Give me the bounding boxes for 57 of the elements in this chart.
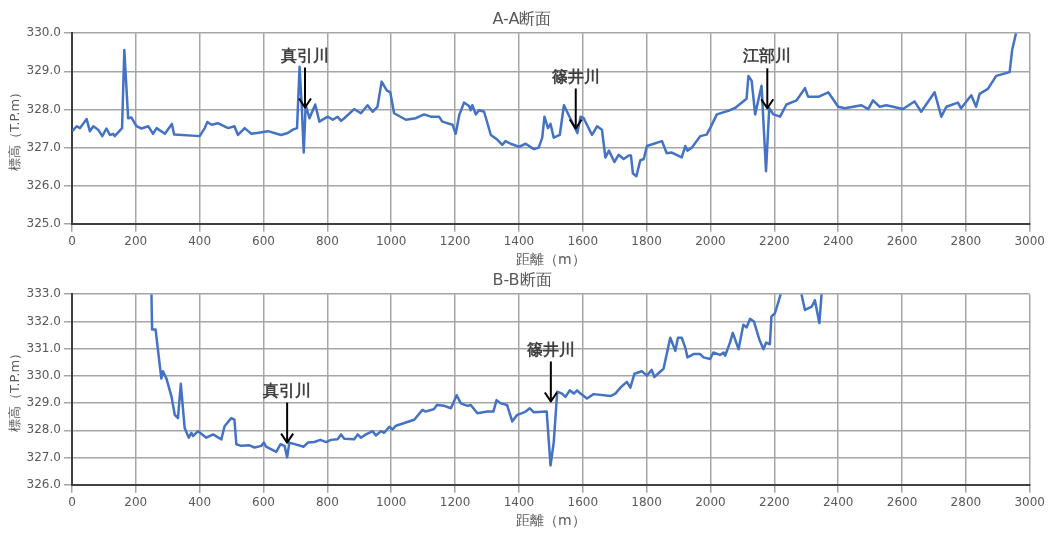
x-tick-label: 2200 [759, 495, 790, 510]
x-tick-label: 200 [124, 234, 148, 249]
chart-title: B-B断面 [492, 269, 552, 289]
x-tick-label: 0 [68, 234, 76, 249]
x-tick-label: 2600 [886, 234, 918, 249]
y-tick-label: 327.0 [26, 139, 61, 154]
x-tick-label: 1600 [567, 234, 599, 249]
x-tick-label: 1600 [567, 495, 599, 510]
y-tick-label: 325.0 [26, 215, 61, 230]
y-tick-label: 332.0 [26, 313, 61, 328]
x-tick-label: 2800 [950, 495, 982, 510]
x-tick-label: 2200 [759, 234, 790, 249]
x-tick-label: 600 [252, 495, 275, 510]
x-axis-title: 距離（m） [516, 512, 586, 529]
y-axis-title: 標高（T.P.m） [7, 85, 23, 172]
x-tick-label: 1800 [631, 234, 662, 249]
annotation: 真引川 [280, 45, 330, 65]
y-axis-title: 標高（T.P.m） [7, 346, 23, 433]
x-axis-title: 距離（m） [516, 251, 586, 268]
x-tick-label: 2400 [822, 495, 854, 510]
annotation: 篠井川 [525, 339, 575, 359]
x-tick-label: 1200 [439, 234, 471, 249]
x-tick-label: 0 [68, 495, 76, 510]
annotation: 真引川 [262, 380, 312, 400]
y-tick-label: 328.0 [26, 101, 61, 116]
x-tick-label: 1200 [439, 495, 471, 510]
y-tick-label: 329.0 [26, 63, 61, 78]
x-tick-label: 2800 [950, 234, 982, 249]
x-tick-label: 1400 [503, 234, 535, 249]
y-tick-label: 326.0 [26, 177, 61, 192]
x-tick-label: 800 [315, 234, 339, 249]
x-tick-label: 600 [252, 234, 275, 249]
x-tick-label: 2400 [822, 234, 854, 249]
x-tick-label: 200 [124, 495, 148, 510]
y-tick-label: 327.0 [26, 449, 61, 464]
x-tick-label: 2000 [695, 495, 726, 510]
y-tick-label: 329.0 [26, 395, 61, 410]
x-tick-label: 1400 [503, 495, 535, 510]
x-tick-label: 3000 [1014, 495, 1045, 510]
y-tick-label: 330.0 [26, 368, 61, 383]
chart-title: A-A断面 [492, 8, 552, 28]
x-tick-label: 800 [315, 495, 339, 510]
annotation: 篠井川 [550, 66, 600, 86]
y-tick-label: 333.0 [26, 286, 61, 301]
annotation: 江部川 [742, 46, 792, 66]
y-tick-label: 331.0 [26, 340, 61, 355]
y-tick-label: 328.0 [26, 422, 61, 437]
x-tick-label: 1800 [631, 495, 662, 510]
x-tick-label: 1000 [375, 495, 407, 510]
x-tick-label: 400 [188, 495, 212, 510]
x-tick-label: 400 [188, 234, 212, 249]
y-tick-label: 326.0 [26, 476, 61, 491]
x-tick-label: 1000 [375, 234, 407, 249]
y-tick-label: 330.0 [26, 25, 61, 40]
x-tick-label: 3000 [1014, 234, 1045, 249]
x-tick-label: 2000 [695, 234, 726, 249]
x-tick-label: 2600 [886, 495, 918, 510]
